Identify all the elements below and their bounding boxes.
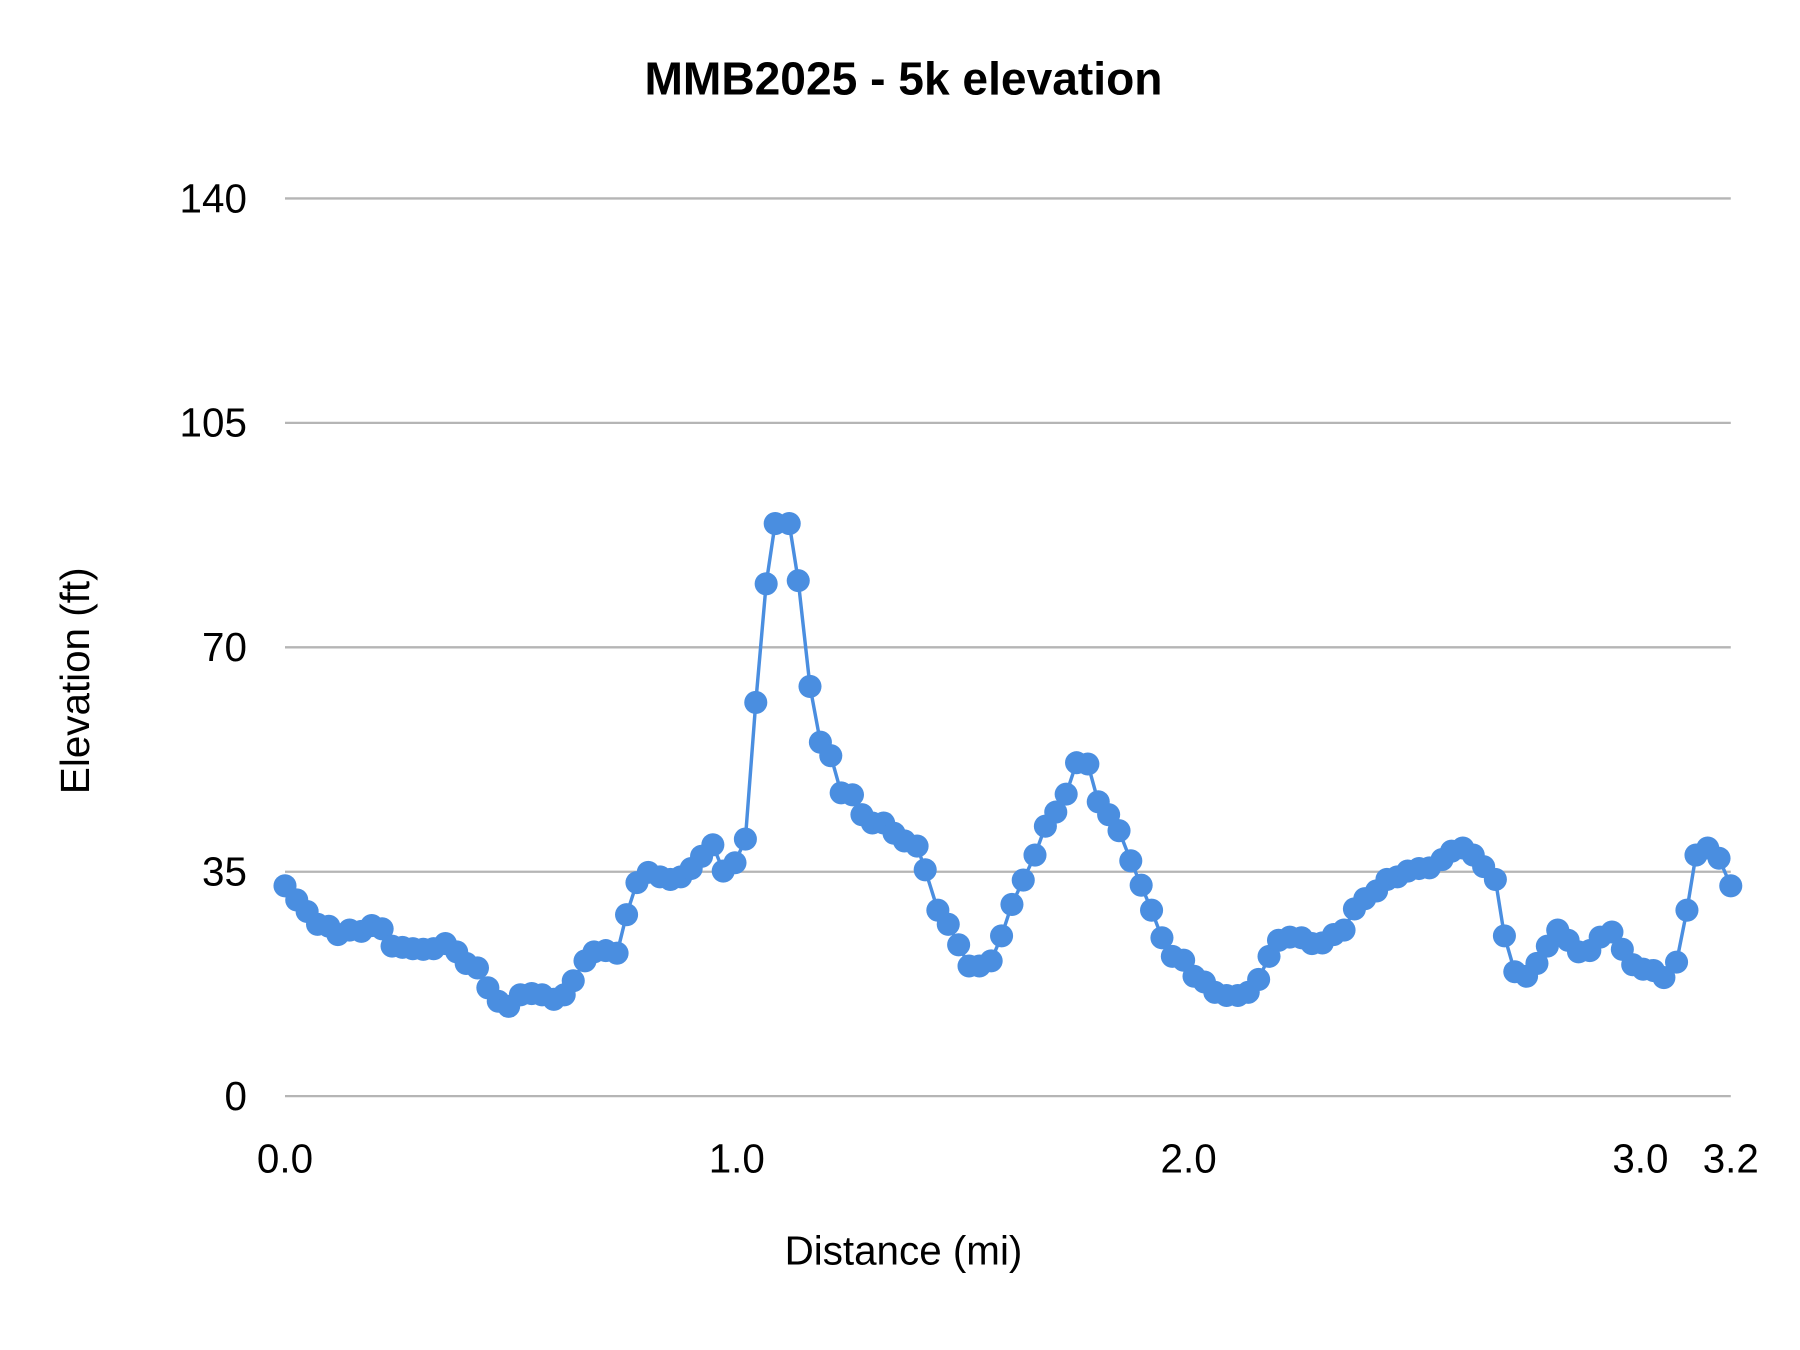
chart-title: MMB2025 - 5k elevation [644, 53, 1162, 105]
data-point [1665, 950, 1689, 974]
data-point [913, 858, 937, 882]
x-axis-ticks: 0.0 1.0 2.0 3.0 3.2 [257, 1135, 1759, 1181]
data-point [723, 851, 747, 875]
y-axis-ticks: 0 35 70 105 140 [180, 175, 247, 1119]
data-point [1525, 951, 1549, 975]
data-point [905, 834, 929, 858]
y-tick-label: 35 [202, 849, 247, 895]
data-point [605, 941, 629, 965]
data-point [1011, 868, 1035, 892]
x-tick-label: 1.0 [709, 1135, 765, 1181]
x-tick-label: 3.2 [1703, 1135, 1759, 1181]
y-axis-label: Elevation (ft) [52, 567, 98, 794]
data-point [615, 903, 639, 927]
data-point [754, 572, 778, 596]
data-point [1600, 920, 1624, 944]
data-point [1707, 846, 1731, 870]
data-point [840, 783, 865, 807]
data-point [561, 969, 585, 993]
x-axis-label: Distance (mi) [785, 1228, 1023, 1274]
data-point [990, 924, 1014, 948]
data-point [936, 912, 960, 936]
data-point [786, 569, 810, 593]
series-points [273, 512, 1743, 1018]
data-point [1652, 965, 1676, 990]
x-tick-label: 2.0 [1161, 1135, 1217, 1181]
y-tick-label: 140 [180, 175, 247, 221]
data-point [1332, 918, 1356, 942]
data-point [819, 744, 843, 768]
data-point [777, 512, 801, 536]
data-point [1000, 892, 1024, 916]
x-tick-label: 3.0 [1612, 1135, 1668, 1181]
data-point [1054, 782, 1078, 806]
data-point [947, 933, 971, 957]
data-point [465, 956, 490, 980]
data-point [1119, 849, 1143, 873]
data-point [733, 827, 757, 851]
data-point [1150, 926, 1174, 950]
data-point [798, 674, 822, 698]
data-point [701, 833, 725, 857]
data-point [1675, 898, 1699, 922]
data-point [1129, 873, 1153, 897]
data-point [979, 949, 1003, 973]
data-point [1492, 924, 1516, 948]
data-point [1719, 874, 1743, 898]
data-point [1076, 752, 1100, 776]
data-point [1044, 800, 1068, 824]
data-point [1107, 819, 1131, 843]
data-point [370, 917, 394, 941]
y-tick-label: 0 [224, 1073, 246, 1119]
x-tick-label: 0.0 [257, 1135, 313, 1181]
data-point [1140, 898, 1164, 922]
y-tick-label: 70 [202, 624, 247, 670]
data-point [1247, 967, 1271, 991]
data-point [1483, 867, 1507, 891]
data-point [744, 690, 768, 714]
data-point [1023, 843, 1047, 867]
y-tick-label: 105 [180, 400, 247, 446]
